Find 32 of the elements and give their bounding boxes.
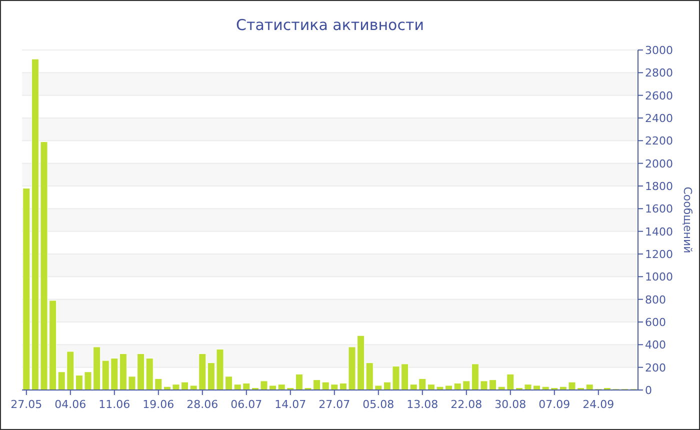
x-tick-label: 05.08 (362, 398, 394, 411)
y-tick-label: 1400 (645, 225, 673, 238)
x-tick-label: 06.07 (230, 398, 262, 411)
x-tick-label: 27.07 (318, 398, 350, 411)
y-tick-label: 2400 (645, 112, 673, 125)
y-tick-label: 2200 (645, 134, 673, 148)
y-tick-label: 0 (645, 384, 652, 397)
y-tick-label: 1600 (645, 202, 673, 216)
chart-title: Статистика активности (236, 16, 424, 34)
y-tick-label: 2000 (645, 157, 673, 170)
y-tick-label: 600 (645, 316, 666, 329)
x-tick-label: 28.06 (186, 398, 218, 411)
x-tick-label: 11.06 (98, 398, 130, 411)
y-tick-label: 1200 (645, 248, 673, 261)
x-tick-label: 30.08 (494, 398, 526, 411)
y-tick-label: 3000 (645, 44, 673, 57)
x-tick-label: 04.06 (54, 398, 86, 411)
x-tick-label: 19.06 (142, 398, 174, 411)
y-tick-label: 1800 (645, 180, 673, 193)
y-tick-label: 2800 (645, 66, 673, 80)
x-tick-label: 14.07 (274, 398, 306, 411)
y-tick-label: 400 (645, 338, 666, 352)
x-tick-label: 24.09 (582, 398, 614, 411)
x-tick-label: 07.09 (538, 398, 570, 411)
x-tick-label: 22.08 (450, 398, 482, 411)
x-tick-label: 13.08 (406, 398, 438, 411)
y-tick-label: 800 (645, 293, 666, 306)
y-axis-title: Сообщений (681, 186, 694, 254)
y-tick-label: 200 (645, 361, 666, 374)
y-tick-label: 1000 (645, 270, 673, 284)
x-tick-label: 27.05 (10, 398, 42, 411)
y-tick-label: 2600 (645, 89, 673, 102)
